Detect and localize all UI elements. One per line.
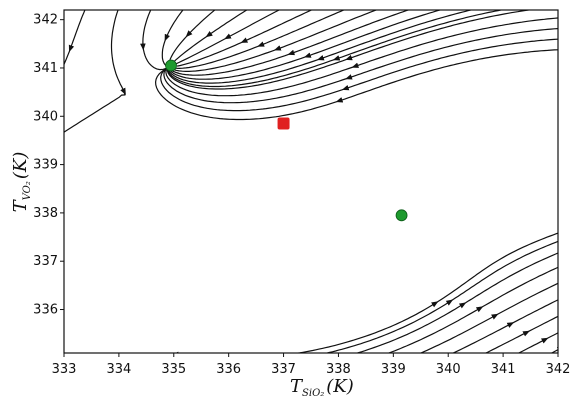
streamline	[166, 10, 533, 90]
streamline	[419, 282, 558, 353]
x-tick-label: 338	[326, 362, 351, 377]
stream-arrow	[56, 97, 58, 99]
y-tick-label: 338	[33, 206, 58, 221]
streamline	[167, 10, 504, 88]
streamline	[484, 315, 558, 353]
streamline	[54, 39, 62, 55]
x-tick-label: 341	[491, 362, 516, 377]
streamline	[451, 299, 558, 353]
streamline	[170, 10, 411, 76]
saddle-point	[277, 117, 290, 130]
x-tick-label: 342	[546, 362, 571, 377]
y-tick-label: 337	[33, 254, 58, 269]
streamline	[54, 124, 62, 130]
y-axis-ticks: 336 337 338 339 340 341 342	[33, 13, 64, 318]
stream-arrow	[67, 359, 70, 360]
streamline	[161, 10, 184, 67]
stream-arrow	[56, 36, 57, 39]
x-tick-label: 336	[216, 362, 241, 377]
y-axis-label: TVO₂(K)	[10, 152, 33, 213]
x-tick-label: 339	[381, 362, 406, 377]
stable-node	[165, 59, 177, 72]
streamline	[355, 252, 558, 353]
fixed-points	[165, 59, 408, 222]
streamline	[168, 10, 216, 62]
x-tick-label: 334	[106, 362, 131, 377]
y-tick-label: 336	[33, 303, 58, 318]
streamline	[550, 348, 558, 353]
streamline	[176, 10, 346, 70]
stream-arrow	[54, 128, 57, 130]
x-axis-ticks: 333 334 335 336 337 338 339 340 341 342	[52, 353, 571, 377]
streamline	[165, 17, 558, 97]
streamline	[54, 92, 62, 102]
streamline	[53, 135, 61, 140]
streamlines	[53, 10, 558, 360]
stable-node	[395, 209, 408, 222]
streamline	[175, 10, 281, 65]
stream-arrow	[56, 58, 57, 61]
y-tick-label: 339	[33, 158, 58, 173]
streamline	[163, 27, 558, 104]
plot-frame	[63, 9, 559, 354]
x-tick-label: 333	[52, 362, 77, 377]
streamline	[167, 10, 474, 84]
stream-arrow	[96, 359, 99, 360]
stream-arrow	[56, 87, 58, 89]
x-tick-label: 335	[161, 362, 186, 377]
streamline	[517, 332, 558, 353]
streamline	[64, 10, 86, 66]
x-tick-label: 340	[436, 362, 461, 377]
stream-arrow	[55, 79, 57, 82]
stream-arrow	[53, 138, 56, 140]
x-axis-label: TSiO₂ (K)	[290, 376, 354, 398]
stream-arrow	[56, 47, 57, 50]
streamline	[55, 82, 62, 92]
streamline	[172, 10, 378, 72]
y-tick-label: 342	[33, 13, 58, 28]
stream-arrow	[556, 346, 558, 353]
streamline	[64, 10, 126, 133]
streamline	[54, 28, 62, 44]
streamline	[176, 10, 313, 67]
x-tick-label: 337	[271, 362, 296, 377]
y-tick-label: 340	[33, 109, 58, 124]
y-tick-label: 341	[33, 61, 58, 76]
